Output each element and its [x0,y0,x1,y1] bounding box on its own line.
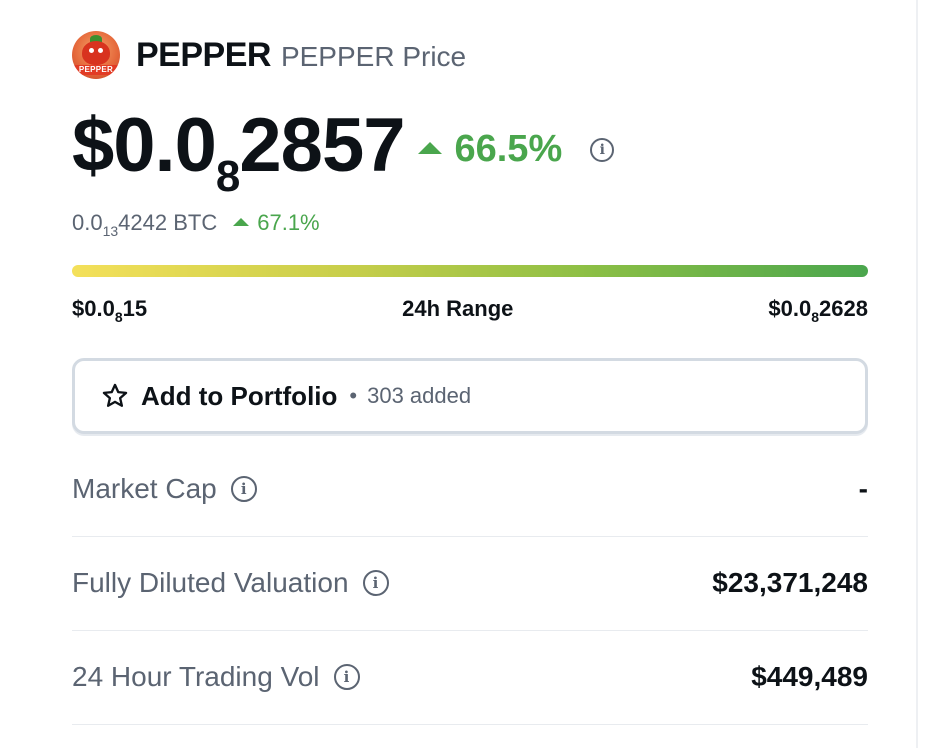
btc-price-row: 0.0134242 BTC 67.1% [72,210,320,239]
stat-value-24h-volume: $449,489 [751,661,868,692]
caret-up-icon [418,141,443,154]
price-change-percent: 66.5% [454,128,563,170]
info-icon[interactable]: i [362,570,389,596]
stat-value-fdv: $23,371,248 [712,567,868,598]
info-icon[interactable]: i [230,476,257,502]
price-change: 66.5% i [418,128,615,171]
caret-up-icon [233,218,250,226]
coin-header: PEPPER PEPPER PEPPER Price [72,30,466,80]
coin-logo-text: PEPPER [72,65,120,75]
btc-change: 67.1% [233,210,320,236]
stat-row-fully-diluted-valuation: Fully Diluted Valuation i $23,371,248 [72,536,868,631]
panel-divider [916,0,918,748]
stat-value-market-cap: - [858,473,868,504]
stat-row-24h-volume: 24 Hour Trading Vol i $449,489 [72,630,868,725]
range-label: 24h Range [402,296,514,321]
range-high: $0.082628 [768,296,868,325]
btc-change-percent: 67.1% [257,210,320,235]
current-price: $0.082857 [72,103,405,201]
stat-label: Fully Diluted Valuation i [72,567,389,599]
portfolio-added-count: 303 added [367,383,472,408]
24h-range-bar [72,265,868,277]
range-low: $0.0815 [72,296,148,325]
add-to-portfolio-button[interactable]: Add to Portfolio • 303 added [72,358,868,434]
portfolio-button-label: Add to Portfolio [141,380,338,411]
price-row: $0.082857 66.5% i [72,102,615,201]
24h-range-labels: $0.0815 24h Range $0.082628 [72,296,868,325]
stat-row-market-cap: Market Cap i - [72,442,868,537]
stat-label: 24 Hour Trading Vol i [72,661,360,693]
info-icon[interactable]: i [333,664,360,690]
portfolio-separator: • [349,383,358,408]
star-icon [102,383,128,407]
stat-label: Market Cap i [72,473,257,505]
coin-logo: PEPPER [72,31,120,79]
price-zero-count: 8 [215,152,241,201]
coin-price-subtitle: PEPPER Price [280,41,467,72]
btc-price: 0.0134242 BTC [72,210,218,239]
info-icon[interactable]: i [590,137,615,162]
coin-name: PEPPER [136,35,271,74]
